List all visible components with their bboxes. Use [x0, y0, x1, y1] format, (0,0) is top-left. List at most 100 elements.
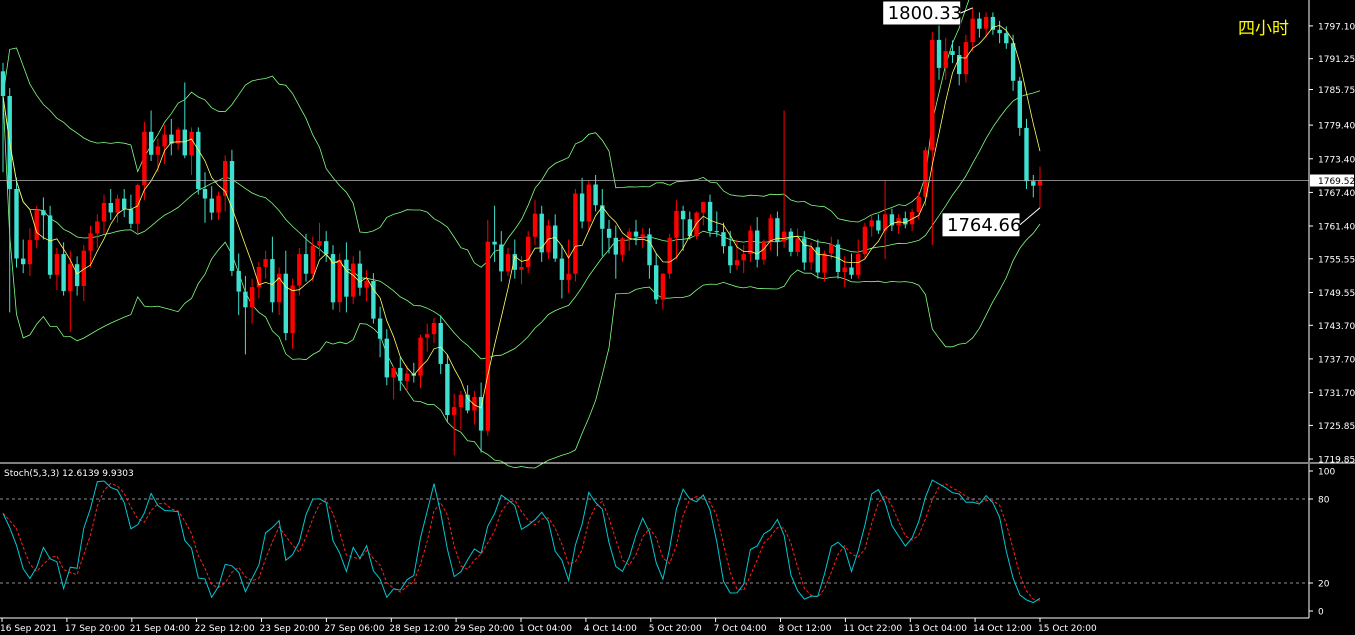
candle-body — [822, 253, 827, 273]
candle — [1024, 118, 1029, 189]
candle-body — [869, 220, 874, 227]
candle-body — [573, 193, 578, 274]
candle-body — [68, 264, 73, 292]
candle-body — [276, 273, 282, 303]
candle — [276, 267, 282, 316]
candle-body — [81, 250, 86, 286]
candle — [640, 228, 645, 248]
candle-body — [14, 189, 19, 259]
candle — [61, 242, 66, 296]
candle-body — [613, 237, 618, 255]
candle-body — [761, 241, 767, 260]
candle-body — [728, 246, 733, 266]
candle — [364, 270, 369, 302]
candle — [748, 225, 753, 262]
candle-body — [115, 198, 120, 213]
candle — [74, 256, 80, 296]
candle-body — [324, 241, 329, 255]
annotation-leader — [960, 7, 973, 14]
timeframe-label: 四小时 — [1238, 19, 1289, 39]
candle — [337, 253, 342, 313]
candle — [613, 225, 618, 279]
candle — [169, 118, 174, 156]
candle — [175, 127, 181, 150]
candle-body — [943, 51, 948, 68]
candle-body — [74, 264, 80, 287]
candle-body — [357, 263, 363, 288]
candle — [155, 138, 161, 173]
candle — [189, 127, 194, 175]
low-annotation: 1764.66 — [941, 207, 1041, 238]
time-tick-label: 22 Sep 12:00 — [195, 624, 255, 634]
candle-body — [485, 241, 490, 431]
candle — [633, 219, 639, 246]
candle — [627, 228, 632, 251]
candle — [209, 186, 214, 220]
candle-body — [404, 373, 410, 381]
candle-body — [61, 254, 66, 292]
candle-body — [101, 203, 107, 222]
candle-body — [862, 226, 868, 255]
candlestick-series — [0, 7, 1043, 456]
candle-body — [660, 273, 666, 300]
candle — [431, 318, 437, 344]
time-axis-ticks: 16 Sep 2021 17 Sep 20:00 21 Sep 04:00 22 Se… — [0, 618, 1097, 634]
candle-body — [977, 18, 982, 29]
candle-body — [667, 237, 672, 274]
candle-body — [371, 281, 376, 319]
candle — [492, 205, 497, 262]
candle — [418, 334, 423, 389]
candle — [324, 231, 329, 262]
candle — [250, 278, 255, 324]
time-tick-label: 8 Oct 12:00 — [779, 624, 832, 634]
candle — [539, 205, 544, 262]
annotation-box — [941, 212, 1021, 238]
annotation-label: 1800.33 — [888, 3, 962, 24]
candle-body — [458, 394, 464, 408]
candle-body — [606, 228, 612, 238]
candle-body — [236, 270, 241, 292]
candle — [674, 200, 679, 260]
candle-body — [135, 185, 140, 224]
ma-line — [2, 24, 1041, 409]
candle — [485, 219, 490, 436]
candle — [256, 261, 262, 299]
candle-body — [990, 16, 996, 30]
candle — [149, 110, 154, 161]
price-tick-label: 1749.55 — [1318, 289, 1355, 299]
candle-body — [674, 210, 679, 238]
candle — [667, 233, 672, 279]
price-tick-label: 1743.70 — [1318, 322, 1355, 332]
candle-body — [620, 238, 625, 255]
price-tick-label: 1737.70 — [1318, 355, 1355, 365]
candle-body — [1010, 43, 1016, 81]
candle — [566, 239, 571, 293]
candle — [1037, 166, 1043, 208]
candle — [889, 208, 895, 232]
candle-body — [283, 273, 288, 334]
candle — [115, 194, 120, 223]
price-tick-label: 1755.55 — [1318, 255, 1355, 265]
candle-body — [182, 129, 187, 156]
candle-body — [909, 212, 915, 225]
candle — [788, 228, 794, 257]
candle — [108, 189, 113, 220]
candle-body — [263, 259, 268, 267]
candle-body — [654, 265, 659, 300]
candle-body — [721, 232, 726, 247]
bollinger-bands — [2, 0, 1041, 469]
candle — [647, 228, 652, 279]
candle — [876, 214, 881, 234]
candle — [586, 180, 591, 232]
candle-body — [755, 230, 760, 260]
candle-body — [970, 18, 975, 43]
annotation-leader — [1019, 207, 1041, 226]
candle — [660, 273, 666, 310]
candle — [478, 382, 484, 453]
candle — [344, 242, 349, 313]
candle — [162, 124, 167, 164]
current-price-box — [1310, 174, 1354, 187]
price-axis-ticks: 1797.10 1791.25 1785.75 1779.40 1773.40 1767.… — [1309, 22, 1355, 466]
